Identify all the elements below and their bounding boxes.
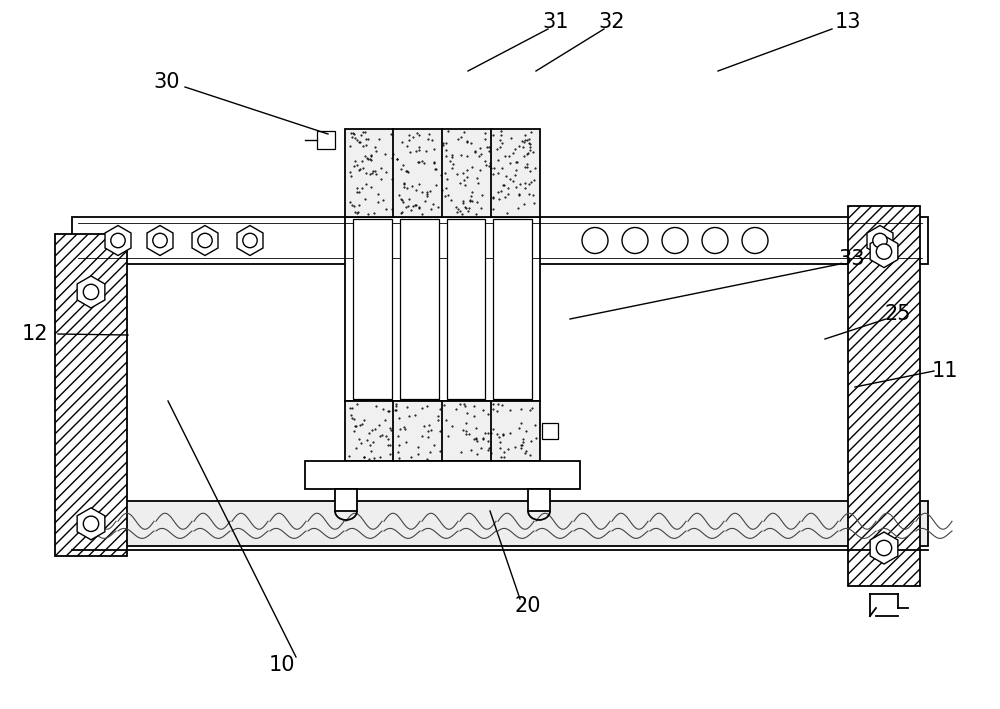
- Circle shape: [153, 233, 167, 247]
- Polygon shape: [870, 235, 898, 267]
- Circle shape: [243, 233, 257, 247]
- Bar: [335, 489, 357, 511]
- Polygon shape: [77, 508, 105, 540]
- Circle shape: [873, 233, 887, 247]
- Circle shape: [622, 228, 648, 254]
- Text: 33: 33: [839, 249, 865, 269]
- Circle shape: [111, 233, 125, 247]
- Bar: [345, 401, 540, 461]
- Circle shape: [582, 228, 608, 254]
- Bar: [72, 217, 928, 264]
- Bar: [305, 461, 580, 489]
- Text: 30: 30: [154, 72, 180, 92]
- Text: 10: 10: [269, 655, 295, 675]
- Text: 12: 12: [22, 324, 48, 344]
- Bar: [345, 129, 540, 217]
- Bar: [528, 489, 550, 511]
- Text: 31: 31: [543, 12, 569, 32]
- Circle shape: [83, 516, 99, 532]
- Text: 11: 11: [932, 361, 958, 381]
- Text: 13: 13: [835, 12, 861, 32]
- Text: 20: 20: [515, 596, 541, 616]
- Bar: [317, 131, 335, 149]
- Polygon shape: [870, 532, 898, 564]
- Bar: [446, 219, 485, 399]
- Circle shape: [876, 244, 892, 259]
- Polygon shape: [237, 225, 263, 255]
- Polygon shape: [77, 276, 105, 308]
- Polygon shape: [192, 225, 218, 255]
- Bar: [55, 234, 127, 556]
- Bar: [848, 206, 920, 586]
- Circle shape: [876, 540, 892, 556]
- Text: 32: 32: [599, 12, 625, 32]
- Polygon shape: [867, 225, 893, 255]
- Bar: [400, 219, 438, 399]
- Circle shape: [702, 228, 728, 254]
- Text: 25: 25: [885, 304, 911, 324]
- Circle shape: [662, 228, 688, 254]
- Circle shape: [198, 233, 212, 247]
- Bar: [72, 501, 928, 546]
- Circle shape: [83, 284, 99, 300]
- Circle shape: [742, 228, 768, 254]
- Bar: [345, 217, 540, 401]
- Bar: [493, 219, 532, 399]
- Polygon shape: [105, 225, 131, 255]
- Polygon shape: [147, 225, 173, 255]
- Bar: [353, 219, 392, 399]
- Bar: [542, 423, 558, 439]
